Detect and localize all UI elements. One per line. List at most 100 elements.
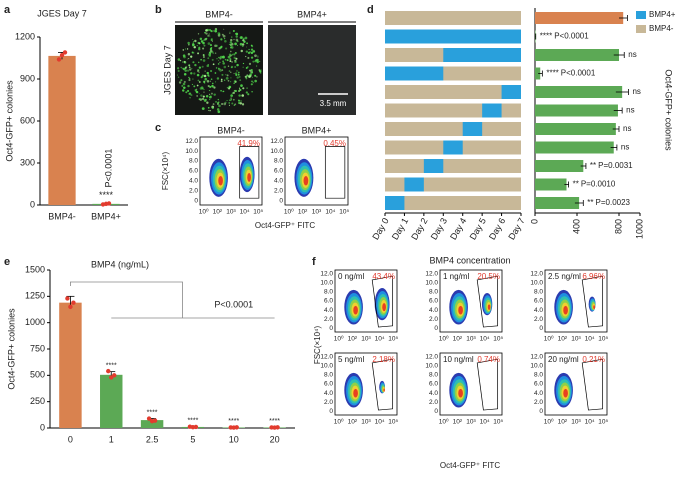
- colony-speck: [211, 107, 214, 110]
- colony-speck: [182, 49, 185, 51]
- colony-speck: [217, 63, 220, 65]
- colony-speck: [216, 77, 220, 80]
- x-tick-label: 10⁴: [480, 336, 490, 343]
- density-contour: [563, 305, 568, 315]
- colony-speck: [216, 103, 219, 105]
- colony-speck: [179, 60, 182, 62]
- treatment-period: [385, 29, 521, 44]
- gate: [371, 275, 394, 328]
- colony-speck: [252, 60, 255, 63]
- colony-speck: [194, 63, 197, 67]
- y-tick-label: 4.0: [274, 178, 283, 185]
- colony-speck: [205, 29, 208, 32]
- colony-speck: [186, 48, 189, 50]
- y-tick-label: 1250: [25, 291, 45, 301]
- panel-label: f: [312, 256, 316, 268]
- y-tick-label: 2.0: [189, 188, 198, 195]
- colony-speck: [192, 43, 194, 45]
- colony-speck: [182, 67, 186, 71]
- colony-speck: [209, 35, 211, 37]
- treatment-period: [501, 85, 521, 99]
- colony-speck: [203, 74, 207, 78]
- colony-speck: [222, 60, 225, 63]
- colony-speck: [183, 80, 186, 83]
- y-tick-label: 10.0: [425, 280, 438, 287]
- colony-speck: [213, 86, 216, 89]
- bar: [140, 420, 164, 428]
- background-period: [385, 85, 521, 99]
- density-contour: [382, 303, 386, 312]
- colony-speck: [209, 28, 211, 31]
- colony-speck: [192, 61, 195, 64]
- colony-speck: [259, 70, 262, 73]
- colony-speck: [231, 61, 233, 63]
- colony-speck: [238, 94, 241, 97]
- colony-speck: [196, 73, 200, 77]
- colony-speck: [217, 110, 221, 114]
- colony-speck: [245, 55, 247, 58]
- colony-speck: [236, 76, 239, 79]
- colony-speck: [215, 28, 218, 31]
- colony-speck: [260, 72, 262, 74]
- colony-speck: [254, 74, 257, 77]
- x-tick-label: Day 4: [448, 216, 468, 241]
- gate-percentage: 43.4%: [372, 272, 395, 281]
- colony-speck: [225, 77, 229, 80]
- colony-speck: [198, 66, 202, 69]
- colony-speck: [197, 33, 200, 35]
- colony-speck: [222, 55, 225, 58]
- y-tick-label: 8.0: [324, 372, 333, 379]
- y-tick-label: 4.0: [324, 390, 333, 397]
- y-tick-label: 10.0: [320, 363, 333, 370]
- density-contour: [353, 305, 358, 315]
- colony-speck: [233, 79, 237, 83]
- colony-speck: [210, 38, 213, 41]
- density-contour: [563, 388, 568, 398]
- bar: [535, 12, 624, 24]
- colony-speck: [207, 106, 210, 109]
- treatment-period: [404, 177, 424, 192]
- y-tick-label: 750: [30, 343, 45, 353]
- colony-speck: [215, 30, 217, 33]
- colony-speck: [209, 44, 213, 47]
- colony-speck: [206, 101, 209, 104]
- x-tick-label: BMP4+: [91, 211, 121, 221]
- colony-speck: [221, 103, 223, 105]
- panel-label: d: [367, 4, 374, 16]
- colony-speck: [229, 41, 233, 44]
- colony-speck: [222, 90, 225, 93]
- x-tick-label: 10²: [453, 336, 463, 343]
- bar: [535, 86, 623, 98]
- colony-speck: [231, 102, 234, 105]
- colony-speck: [194, 45, 196, 47]
- colony-speck: [184, 66, 187, 69]
- colony-speck: [250, 51, 254, 55]
- colony-speck: [207, 84, 210, 88]
- colony-speck: [194, 39, 197, 43]
- row-label: JGES Day 7: [162, 45, 172, 95]
- data-point: [59, 53, 65, 58]
- legend-swatch: [636, 11, 646, 19]
- significance-stars: ****: [269, 418, 280, 425]
- y-tick-label: 6.0: [324, 298, 333, 305]
- colony-speck: [203, 91, 205, 93]
- colony-speck: [207, 74, 210, 77]
- colony-speck: [254, 79, 257, 83]
- y-tick-label: 0: [539, 325, 543, 332]
- colony-speck: [188, 66, 191, 69]
- colony-speck: [203, 99, 207, 102]
- x-tick-label: 10³: [361, 419, 371, 426]
- x-tick-label: 10²: [453, 419, 463, 426]
- colony-speck: [197, 69, 200, 73]
- x-tick-label: 10⁵: [598, 419, 608, 426]
- colony-speck: [207, 64, 209, 66]
- colony-speck: [260, 69, 262, 71]
- gate-percentage: 0.45%: [323, 139, 346, 148]
- density-contour: [218, 176, 223, 186]
- colony-speck: [226, 87, 229, 89]
- density-contour: [383, 388, 385, 392]
- colony-speck: [213, 30, 215, 32]
- x-tick-label: 10⁰: [334, 335, 344, 343]
- y-tick-label: 2.0: [324, 316, 333, 323]
- colony-speck: [242, 39, 245, 42]
